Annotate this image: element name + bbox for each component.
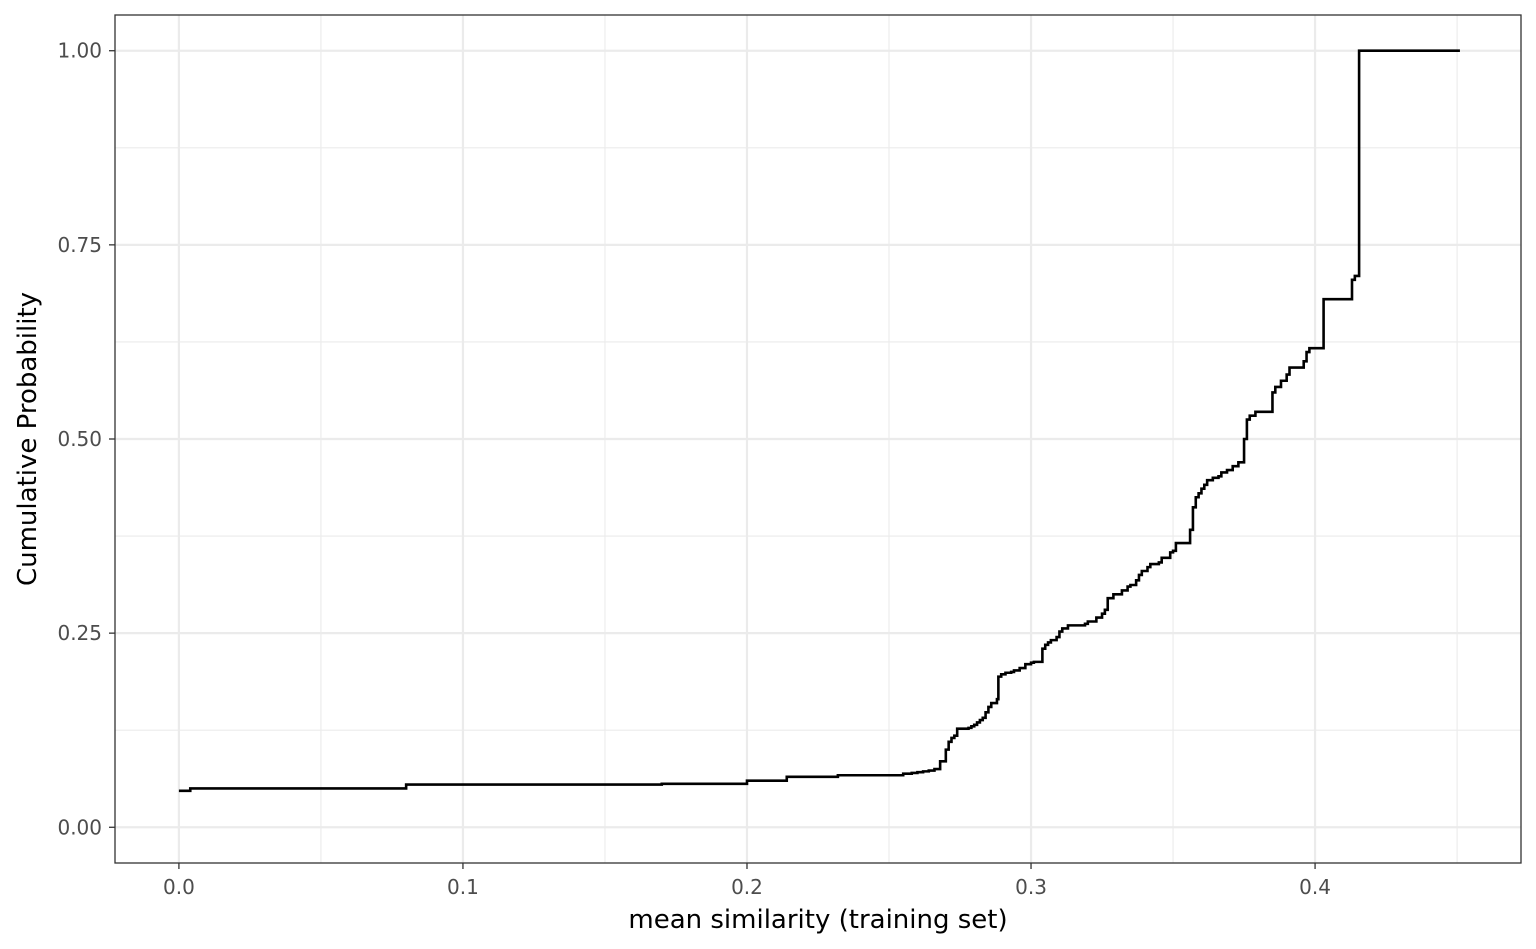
x-tick-label: 0.4 (1299, 875, 1331, 899)
x-axis-ticks: 0.0 0.1 0.2 0.3 0.4 (163, 863, 1331, 899)
y-axis-title: Cumulative Probability (13, 292, 43, 586)
x-tick-label: 0.3 (1015, 875, 1047, 899)
y-tick-label: 1.00 (57, 39, 102, 63)
y-tick-label: 0.00 (57, 815, 102, 839)
x-tick-label: 0.1 (447, 875, 479, 899)
y-axis-ticks: 0.00 0.25 0.50 0.75 1.00 (57, 39, 115, 839)
ecdf-step-line (178, 49, 1460, 793)
x-tick-label: 0.2 (731, 875, 763, 899)
y-tick-label: 0.50 (57, 427, 102, 451)
y-tick-label: 0.75 (57, 233, 102, 257)
major-grid (115, 15, 1521, 863)
y-tick-label: 0.25 (57, 621, 102, 645)
x-tick-label: 0.0 (163, 875, 195, 899)
x-axis-title: mean similarity (training set) (628, 905, 1007, 935)
